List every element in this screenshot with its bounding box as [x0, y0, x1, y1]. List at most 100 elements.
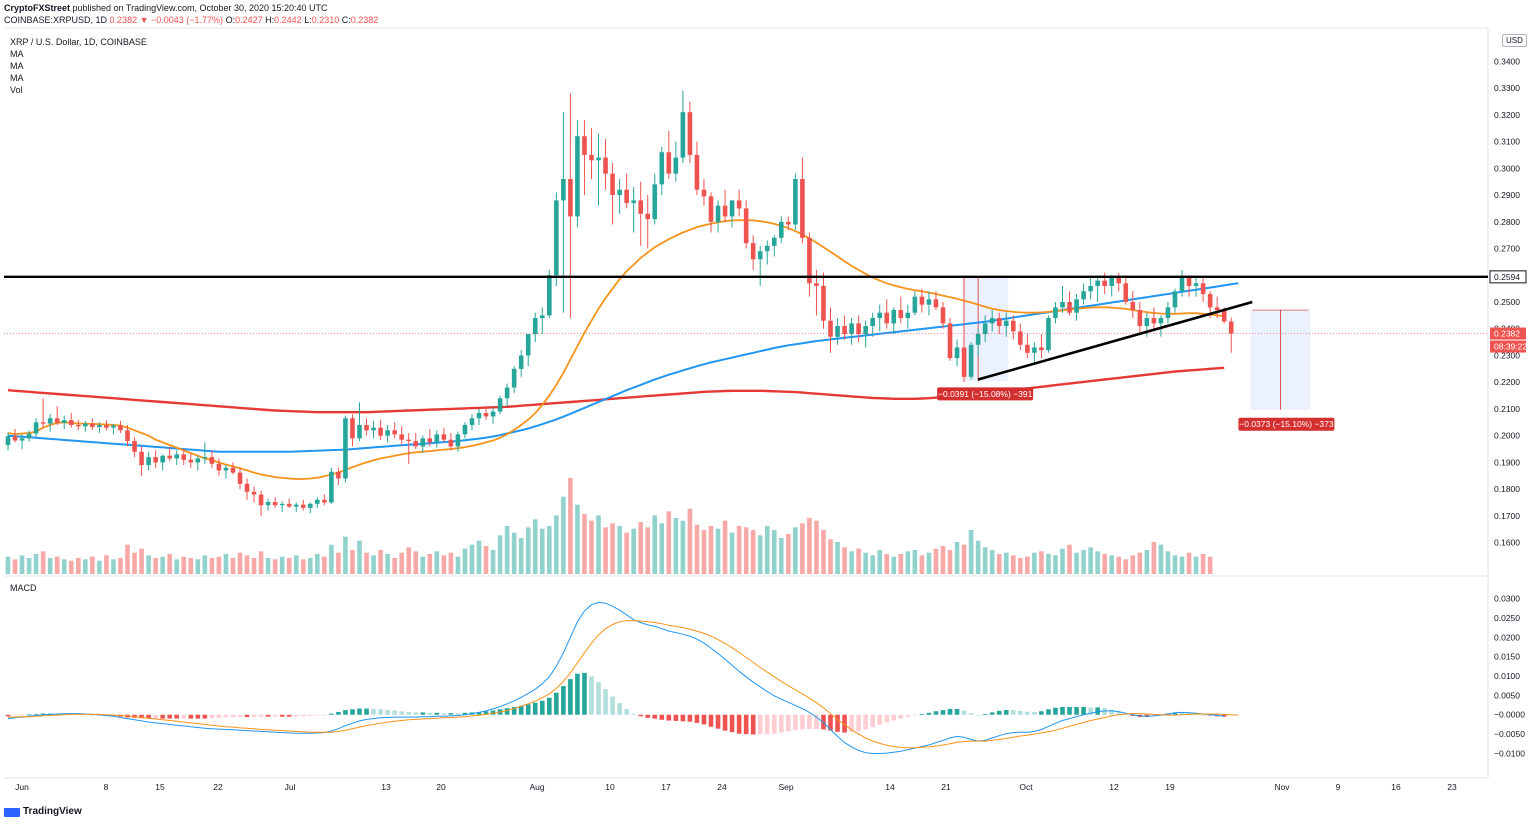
- volume-bar: [757, 535, 763, 574]
- candle-body: [835, 326, 840, 337]
- candle-body: [547, 275, 552, 316]
- candle: [125, 424, 130, 447]
- candle: [856, 315, 861, 343]
- candle: [793, 173, 798, 230]
- volume-bar: [483, 546, 489, 574]
- candle: [265, 498, 271, 511]
- macd-histogram-bar: [547, 697, 552, 715]
- macd-histogram-bar: [961, 710, 967, 715]
- macd-histogram-bar: [399, 711, 404, 715]
- currency-label[interactable]: USD: [1502, 34, 1527, 47]
- volume-bar: [1109, 555, 1115, 574]
- candle: [434, 430, 440, 448]
- legend-ma-3[interactable]: MA: [10, 73, 24, 83]
- candle: [575, 120, 580, 228]
- legend-ma-1[interactable]: MA: [10, 49, 24, 59]
- candle-body: [61, 420, 67, 423]
- macd-tick-7: −0.0050: [1494, 729, 1525, 739]
- macd-line: [7, 601, 1225, 754]
- candlesticks[interactable]: [5, 90, 1234, 516]
- volume-bar: [97, 560, 102, 574]
- tradingview-brand[interactable]: TradingView: [4, 806, 82, 817]
- macd-histogram-bar: [568, 679, 573, 715]
- volume-bar: [863, 552, 868, 574]
- grid: [4, 27, 1489, 779]
- candle-body: [1200, 283, 1206, 294]
- candle-body: [1032, 347, 1037, 353]
- volume-bar: [469, 544, 475, 574]
- volume-bar: [1144, 550, 1150, 574]
- candle-body: [1179, 277, 1185, 292]
- candle: [54, 406, 60, 425]
- open-label: O:: [225, 15, 236, 25]
- macd-histogram-bar: [729, 714, 735, 733]
- candle-body: [1137, 310, 1143, 327]
- macd-histogram-bar: [1046, 709, 1051, 715]
- candle: [800, 157, 805, 244]
- candle-body: [736, 200, 742, 209]
- macd-histogram-bar: [195, 714, 201, 719]
- candle: [357, 402, 362, 442]
- candle-body: [1207, 293, 1213, 308]
- volume-bar: [413, 551, 419, 574]
- candle: [1074, 293, 1079, 321]
- macd-histogram-bar: [701, 714, 707, 725]
- macd-histogram-bar: [483, 711, 489, 715]
- candle-body: [448, 439, 454, 447]
- macd-histogram-bar: [392, 710, 397, 715]
- candle-body: [828, 320, 833, 337]
- legend-ma-2[interactable]: MA: [10, 61, 24, 71]
- candle-body: [385, 430, 390, 436]
- volume-bar: [898, 554, 904, 574]
- volume-bar: [849, 551, 854, 574]
- candle-body: [1003, 320, 1009, 327]
- candle-body: [5, 436, 11, 446]
- candle-body: [378, 427, 383, 436]
- candle-body: [244, 483, 250, 492]
- legend-vol[interactable]: Vol: [10, 85, 23, 95]
- close-value: 0.2382: [350, 15, 379, 25]
- candle-body: [511, 368, 517, 388]
- candle: [722, 189, 728, 222]
- candle: [989, 310, 995, 332]
- candle-body: [139, 451, 144, 466]
- candle-body: [814, 283, 819, 286]
- candle-body: [750, 243, 756, 260]
- volume-bar: [835, 542, 840, 574]
- candle: [975, 328, 981, 356]
- candle: [807, 232, 812, 297]
- volume-bar: [279, 556, 285, 574]
- volume-bar: [736, 526, 742, 574]
- candle: [490, 407, 496, 424]
- x-tick-13: 21: [941, 782, 951, 792]
- macd-tick-0: 0.0300: [1494, 594, 1520, 604]
- candle: [385, 424, 390, 443]
- price-tick-8: 0.2500: [1494, 297, 1520, 307]
- volume-bar: [1088, 547, 1093, 574]
- ma-slow-line: [7, 366, 1225, 414]
- macd-histogram-bar: [771, 714, 777, 734]
- candle: [610, 162, 615, 225]
- candle-body: [427, 438, 433, 443]
- price-tick-12: 0.2100: [1494, 404, 1520, 414]
- close-label: C:: [341, 15, 351, 25]
- candle: [19, 434, 25, 450]
- candle-body: [596, 157, 601, 161]
- macd-tick-2: 0.0200: [1494, 632, 1520, 642]
- candle-body: [708, 196, 714, 222]
- candle: [561, 112, 566, 313]
- macd-histogram-bar: [202, 714, 208, 719]
- volume-bar: [729, 532, 735, 574]
- candle: [603, 138, 608, 190]
- candle: [743, 200, 749, 249]
- publisher-name[interactable]: CryptoFXStreet: [4, 3, 71, 13]
- candle: [153, 450, 158, 468]
- volume-bar: [982, 547, 988, 574]
- candle: [68, 412, 74, 428]
- candle: [5, 432, 11, 451]
- volume-bar: [33, 554, 39, 574]
- macd-histogram-bar: [265, 714, 271, 717]
- legend-macd[interactable]: MACD: [10, 583, 37, 593]
- candle: [483, 406, 489, 420]
